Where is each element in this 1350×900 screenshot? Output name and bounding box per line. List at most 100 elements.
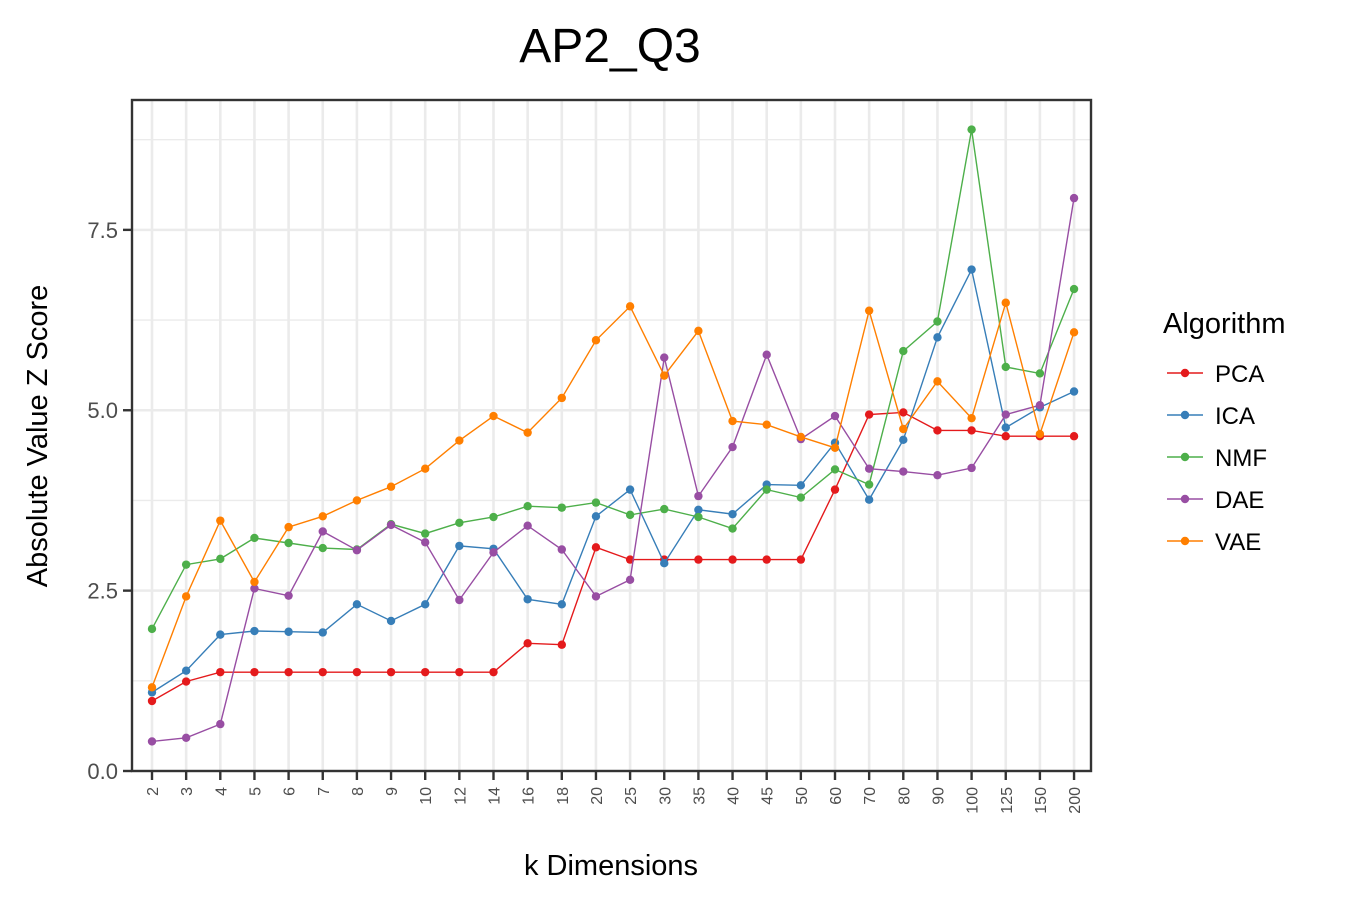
plot-axes: 0.02.55.07.52 3 4 5 6 7 8 9 10 12 14 16 18 20 25 30 35 40…: [87, 218, 1084, 814]
data-point: [694, 555, 703, 564]
data-point: [899, 424, 908, 434]
data-point: [181, 666, 191, 675]
data-point: [318, 628, 327, 637]
data-point: [830, 411, 840, 421]
data-point: [899, 346, 908, 356]
legend-key-point: [1180, 536, 1190, 546]
legend-label: NMF: [1215, 445, 1267, 472]
data-point: [489, 411, 498, 421]
data-point: [899, 467, 908, 476]
data-point: [352, 546, 362, 555]
data-point: [864, 464, 874, 473]
legend-key-point: [1180, 452, 1190, 462]
x-tick-label: 3: [179, 787, 196, 796]
data-point: [728, 416, 737, 426]
data-point: [1001, 432, 1010, 441]
data-point: [933, 426, 942, 435]
data-point: [181, 560, 191, 569]
data-point: [284, 627, 293, 636]
data-point: [967, 125, 976, 134]
data-point: [830, 443, 840, 452]
data-point: [864, 480, 874, 489]
data-point: [899, 408, 908, 417]
data-point: [796, 481, 806, 490]
legend-label: VAE: [1215, 529, 1261, 556]
data-point: [250, 626, 259, 636]
data-point: [625, 575, 635, 585]
data-point: [933, 333, 942, 342]
data-point: [386, 616, 396, 626]
legend-items: PCA ICA NMF DAE VAE: [1167, 361, 1267, 556]
x-tick-label: 200: [1067, 787, 1084, 814]
data-point: [1001, 410, 1010, 419]
series-vae: [147, 298, 1079, 692]
data-point: [386, 482, 396, 491]
data-point: [625, 485, 635, 494]
data-point: [933, 317, 942, 326]
data-point: [694, 505, 703, 515]
data-point: [591, 336, 601, 345]
data-point: [181, 677, 191, 686]
series-line: [151, 267, 1075, 693]
data-point: [489, 548, 498, 557]
data-point: [1035, 369, 1045, 378]
legend-item-dae: DAE: [1167, 487, 1264, 514]
data-point: [1069, 193, 1079, 203]
data-point: [557, 503, 566, 512]
data-point: [455, 518, 464, 528]
x-tick-label: 30: [657, 787, 674, 805]
data-point: [1035, 429, 1045, 439]
legend-label: PCA: [1215, 361, 1264, 388]
x-tick-label: 45: [760, 787, 777, 805]
data-point: [967, 463, 976, 473]
x-axis-title: k Dimensions: [524, 850, 698, 882]
data-point: [591, 512, 601, 521]
data-point: [318, 527, 327, 536]
data-point: [967, 265, 976, 274]
legend-item-pca: PCA: [1167, 361, 1264, 388]
data-point: [1001, 423, 1010, 432]
data-point: [1069, 432, 1079, 441]
data-point: [625, 302, 635, 311]
data-point: [830, 465, 840, 474]
x-tick-label: 5: [247, 787, 264, 796]
data-point: [660, 371, 669, 380]
data-point: [796, 493, 806, 502]
data-point: [591, 543, 601, 552]
data-point: [660, 353, 669, 362]
legend-label: ICA: [1215, 403, 1255, 430]
y-tick-label: 0.0: [87, 759, 118, 784]
x-tick-label: 50: [794, 787, 811, 805]
data-point: [967, 426, 976, 435]
data-point: [318, 512, 327, 521]
data-point: [455, 667, 464, 677]
data-point: [557, 393, 566, 403]
data-point: [1069, 328, 1079, 337]
x-tick-label: 40: [726, 787, 743, 805]
data-point: [1001, 298, 1010, 307]
legend-title: Algorithm: [1163, 308, 1286, 340]
data-point: [284, 538, 293, 548]
x-tick-label: 6: [282, 787, 299, 796]
data-point: [523, 639, 532, 648]
data-point: [967, 413, 976, 423]
x-tick-label: 7: [316, 787, 333, 796]
x-tick-label: 18: [555, 787, 572, 805]
series-line: [151, 129, 1075, 630]
x-tick-label: 100: [965, 787, 982, 814]
legend-key-point: [1180, 494, 1190, 504]
legend-label: DAE: [1215, 487, 1264, 514]
legend-key-point: [1180, 368, 1190, 378]
legend: Algorithm PCA ICA NMF DAE VAE: [1163, 308, 1286, 556]
x-tick-label: 16: [521, 787, 538, 805]
x-tick-label: 80: [896, 787, 913, 805]
data-point: [557, 600, 566, 609]
data-point: [147, 696, 157, 706]
x-tick-label: 125: [999, 787, 1016, 814]
data-point: [796, 432, 806, 442]
series-line: [151, 411, 1074, 702]
data-point: [352, 496, 362, 505]
data-point: [796, 555, 806, 564]
data-point: [181, 733, 191, 743]
chart-title: AP2_Q3: [519, 20, 700, 73]
